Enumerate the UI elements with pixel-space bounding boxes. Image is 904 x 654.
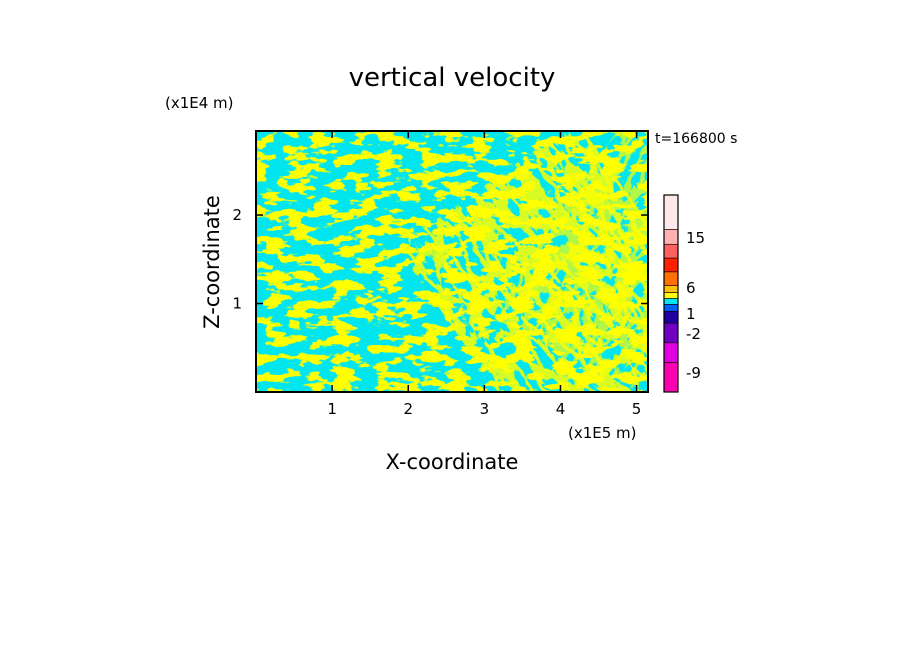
x-axis-ticks: 1 2 3 4 5 (327, 131, 641, 418)
colorbar-band (663, 322, 679, 344)
y-unit-label: (x1E4 m) (165, 94, 234, 112)
colorbar-band (663, 310, 679, 324)
x-tick-label: 2 (403, 400, 413, 418)
y-axis-ticks: 12 (232, 206, 648, 313)
x-tick-label: 4 (556, 400, 566, 418)
colorbar-label: 6 (686, 279, 696, 297)
colorbar: 15 6 1 -2 -9 (663, 194, 705, 393)
x-unit-label: (x1E5 m) (568, 424, 637, 442)
velocity-field (256, 131, 648, 392)
colorbar-label: -2 (686, 325, 701, 343)
colorbar-label: 1 (686, 305, 696, 323)
chart-title: vertical velocity (349, 63, 556, 93)
colorbar-label: 15 (686, 229, 705, 247)
colorbar-band (663, 271, 679, 286)
colorbar-band (663, 292, 679, 299)
colorbar-band (663, 194, 679, 230)
y-tick-label: 2 (232, 206, 242, 224)
colorbar-band (663, 285, 679, 293)
colorbar-band (663, 304, 679, 312)
colorbar-frame (663, 194, 679, 393)
colorbar-band (663, 257, 679, 273)
x-tick-label: 5 (632, 400, 642, 418)
colorbar-band (663, 243, 679, 259)
y-axis-label: Z-coordinate (200, 195, 224, 329)
colorbar-band (663, 342, 679, 363)
x-tick-label: 1 (327, 400, 337, 418)
x-axis-label: X-coordinate (386, 450, 519, 474)
colorbar-band (663, 362, 679, 393)
y-tick-label: 1 (232, 295, 242, 313)
plot-frame (255, 130, 649, 393)
colorbar-band (663, 298, 679, 305)
x-tick-label: 3 (480, 400, 490, 418)
colorbar-band (663, 229, 679, 245)
colorbar-label: -9 (686, 364, 701, 382)
field-diagonal-pattern-2 (493, 131, 648, 392)
time-label: t=166800 s (655, 131, 737, 147)
